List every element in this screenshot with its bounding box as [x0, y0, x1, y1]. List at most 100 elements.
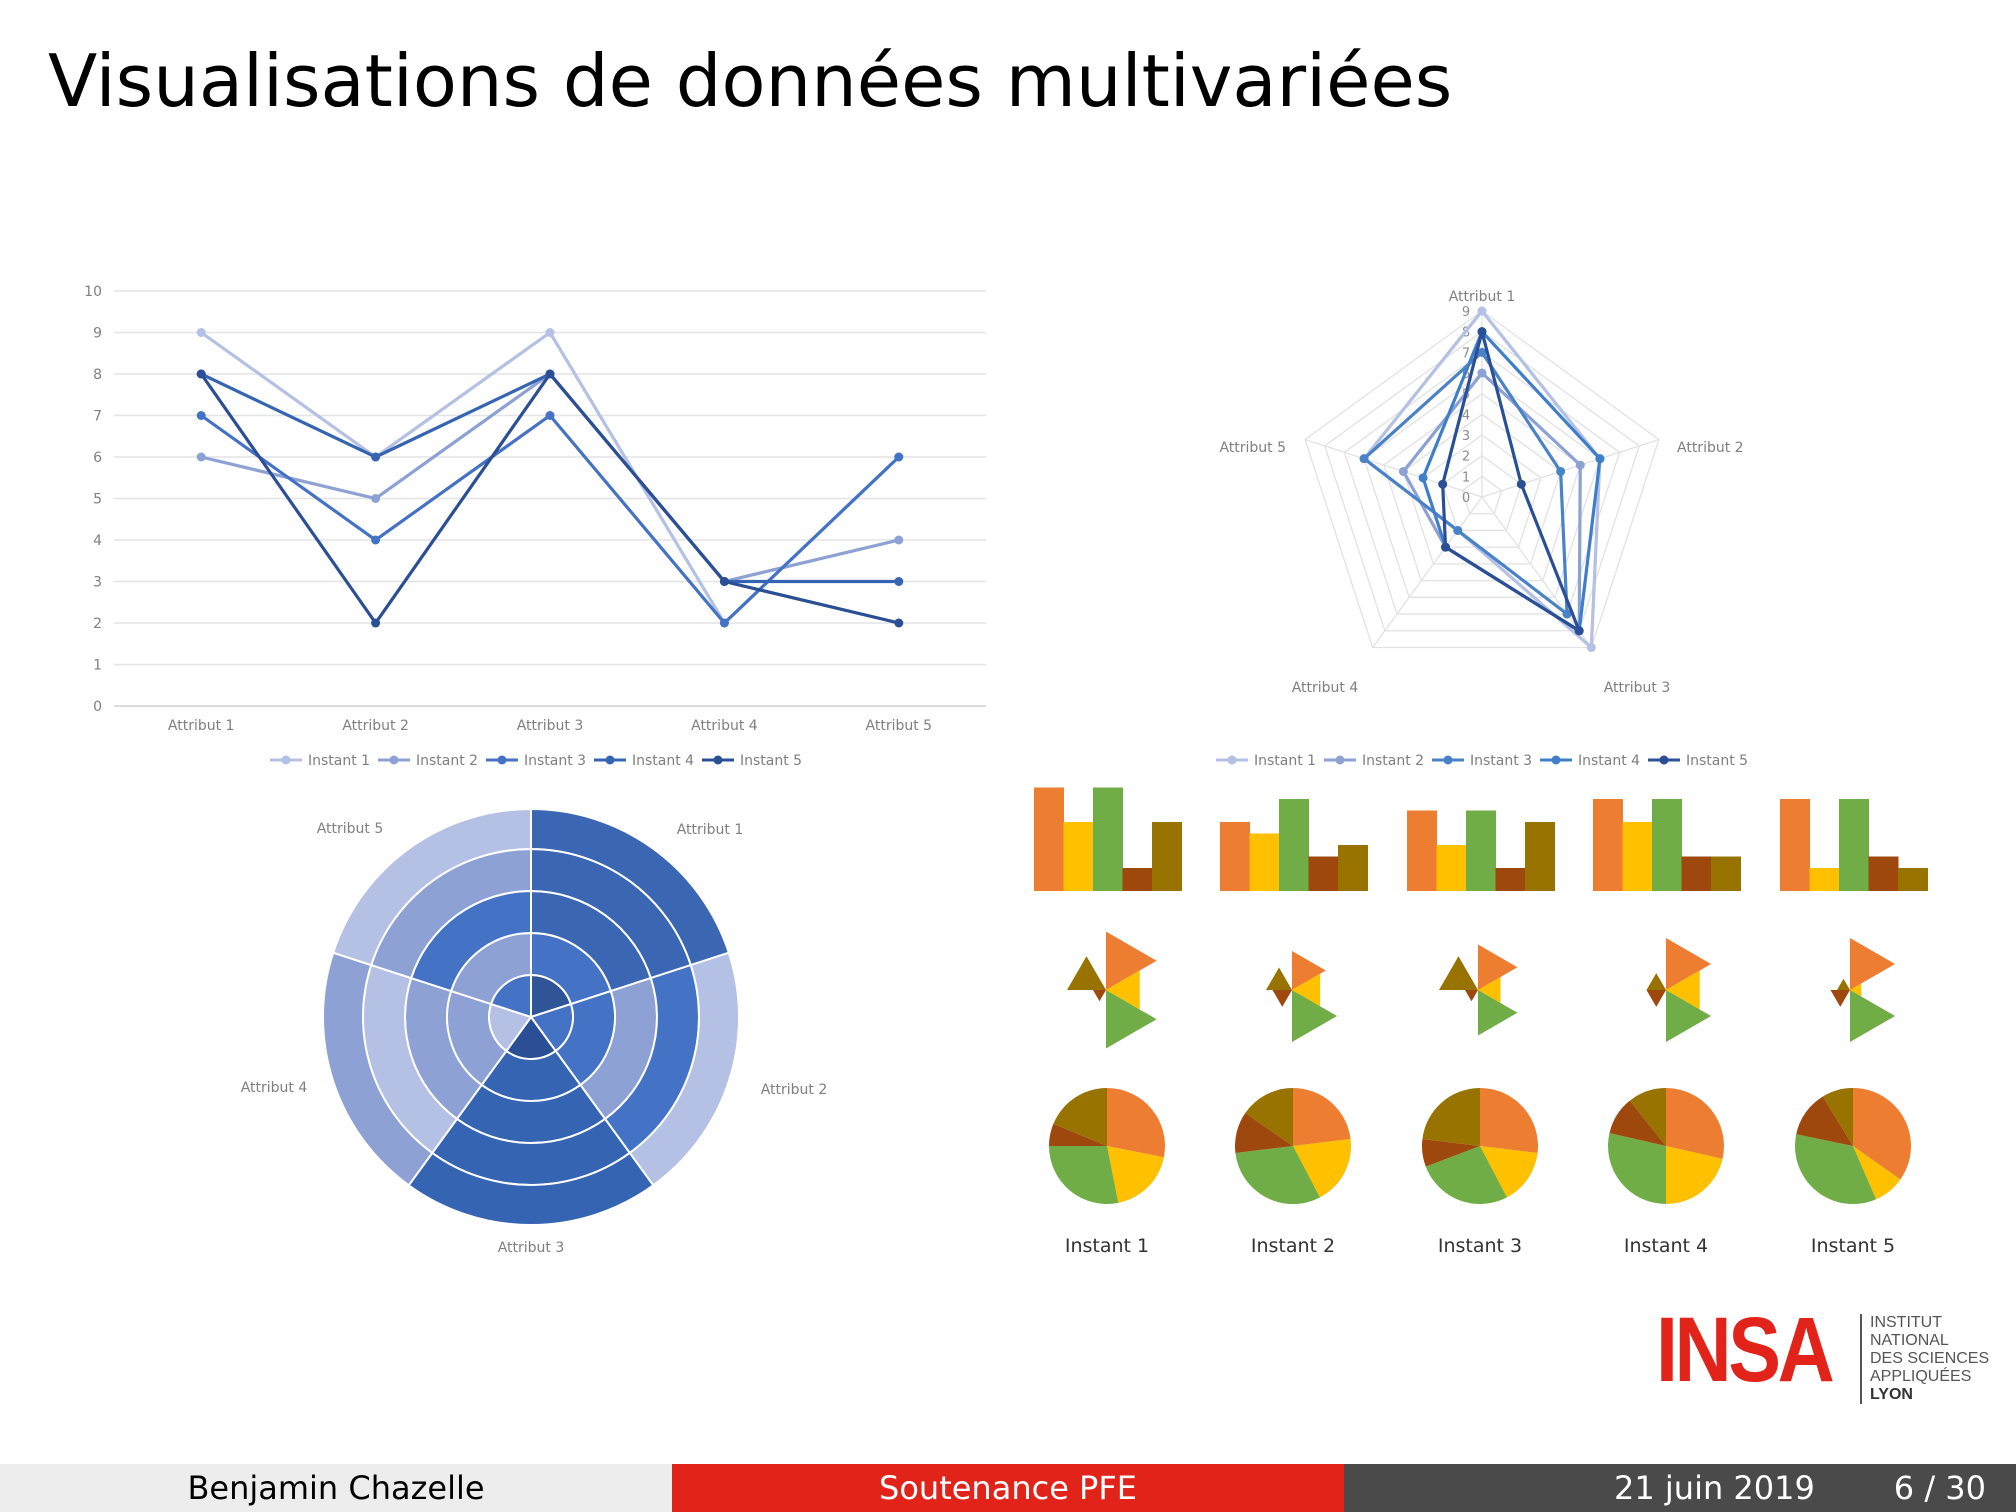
- pie-slice: [1795, 1134, 1877, 1204]
- legend-label: Instant 3: [1470, 753, 1532, 769]
- bar: [1093, 787, 1123, 891]
- polar-label: Attribut 4: [241, 1080, 308, 1096]
- radar-point: [1575, 460, 1585, 470]
- radar-series: [1361, 308, 1602, 651]
- pie-slice: [1421, 1139, 1480, 1167]
- radar-grid-ring: [1304, 310, 1660, 649]
- pie-slice: [1235, 1146, 1320, 1205]
- footer-date: 21 juin 2019: [1614, 1469, 1815, 1507]
- x-tick-label: Attribut 5: [866, 718, 933, 734]
- radar-grid-ring: [1402, 413, 1562, 565]
- radar-grid-ring: [1323, 330, 1641, 632]
- glyph-wedge: [1666, 938, 1712, 990]
- x-tick-label: Attribut 1: [168, 718, 235, 734]
- insa-logo: INSA INSTITUT NATIONAL DES SCIENCES APPL…: [1656, 1299, 1996, 1404]
- radar-axis-label: Attribut 1: [1449, 289, 1516, 305]
- radar-point: [1595, 454, 1605, 464]
- bar: [1780, 799, 1810, 891]
- radar-axis: [1481, 496, 1592, 648]
- radar-axis: [1481, 438, 1660, 498]
- glyph-wedge: [1106, 970, 1140, 1010]
- glyph-wedge: [1850, 990, 1896, 1042]
- radar-point: [1477, 368, 1487, 378]
- pie-small-multiples: Instant 1 Instant 2 Instant 3 Instant 4 Inst…: [1049, 1088, 1912, 1257]
- bar: [1652, 799, 1682, 891]
- legend-marker: [1227, 755, 1237, 765]
- radar-tick-label: 2: [1462, 450, 1470, 465]
- glyph-wedge: [1106, 931, 1157, 990]
- radar-point: [1516, 479, 1526, 489]
- data-point: [545, 369, 555, 379]
- series-line: [200, 371, 900, 584]
- glyph-wedge: [1292, 973, 1321, 1007]
- legend-label: Instant 1: [1254, 753, 1316, 769]
- legend-label: Instant 4: [1578, 753, 1640, 769]
- pie-slice: [1422, 1088, 1480, 1146]
- data-point: [545, 411, 555, 420]
- radar-point: [1562, 609, 1572, 619]
- bar: [1809, 868, 1840, 891]
- glyph-wedge: [1478, 944, 1518, 990]
- logo-line: DES SCIENCES: [1870, 1350, 1990, 1367]
- bar: [1622, 822, 1653, 891]
- pie-slice: [1822, 1088, 1853, 1146]
- legend-marker: [713, 755, 723, 765]
- pie-slice: [1608, 1133, 1666, 1204]
- radar-point: [1574, 626, 1584, 636]
- glyph-wedge: [1093, 990, 1106, 1002]
- data-point: [196, 411, 206, 420]
- radar-grid-ring: [1441, 454, 1523, 532]
- y-tick-label: 2: [93, 616, 102, 632]
- radar-point: [1441, 542, 1451, 552]
- bar: [1525, 822, 1555, 891]
- radar-tick-label: 7: [1462, 346, 1470, 361]
- glyph-wedge: [1272, 990, 1292, 1007]
- glyph-wedge: [1106, 990, 1157, 1049]
- line-chart: 0 1 2 3 4 5 6 7 8 9 10 Attribut 1 Attribut 2 Attribut…: [84, 284, 986, 769]
- radar-axis-label: Attribut 5: [1219, 440, 1286, 456]
- x-tick-label: Attribut 3: [517, 718, 584, 734]
- radar-tick-label: 3: [1462, 429, 1470, 444]
- pie-slice: [1666, 1146, 1723, 1204]
- pie-slice: [1293, 1139, 1351, 1198]
- radar-axis-label: Attribut 3: [1604, 680, 1671, 696]
- radar-series: [1441, 331, 1583, 635]
- data-point: [371, 494, 381, 503]
- polar-label: Attribut 1: [677, 822, 744, 838]
- slide-title: Visualisations de données multivariées: [48, 39, 1453, 123]
- glyph-wedge: [1478, 977, 1501, 1003]
- radar-point: [1477, 347, 1487, 357]
- y-tick-label: 1: [93, 658, 102, 674]
- bar: [1839, 799, 1869, 891]
- radar-tick-label: 0: [1462, 491, 1470, 506]
- legend-marker: [1551, 755, 1561, 765]
- pie-slice: [1107, 1088, 1165, 1158]
- footer-event: Soutenance PFE: [672, 1464, 1344, 1512]
- radar-grid-ring: [1382, 392, 1582, 582]
- radar-axis-label: Attribut 4: [1292, 680, 1359, 696]
- glyph-wedge: [1266, 967, 1292, 990]
- legend-marker: [605, 755, 615, 765]
- pie-slice: [1609, 1100, 1666, 1146]
- radar-point: [1453, 525, 1463, 535]
- logo-line: LYON: [1870, 1386, 1913, 1403]
- data-point: [196, 328, 206, 337]
- radar-tick-label: 1: [1462, 470, 1470, 485]
- x-tick-label: Attribut 4: [691, 718, 758, 734]
- polar-label: Attribut 5: [317, 821, 384, 837]
- bar: [1495, 868, 1526, 891]
- glyph-wedge: [1830, 990, 1850, 1007]
- bar: [1466, 810, 1496, 891]
- logo-mark: INSA: [1656, 1299, 1835, 1401]
- data-point: [545, 328, 555, 337]
- pie-slice: [1293, 1088, 1351, 1146]
- legend-label: Instant 5: [740, 753, 802, 769]
- bar: [1249, 833, 1280, 891]
- legend-label: Instant 4: [632, 753, 694, 769]
- star-glyph-multiples: [1067, 931, 1896, 1049]
- page-number: 6 / 30: [1893, 1469, 1986, 1507]
- pie-slice: [1425, 1146, 1507, 1205]
- bar: [1152, 822, 1182, 891]
- pie-slice: [1853, 1088, 1912, 1180]
